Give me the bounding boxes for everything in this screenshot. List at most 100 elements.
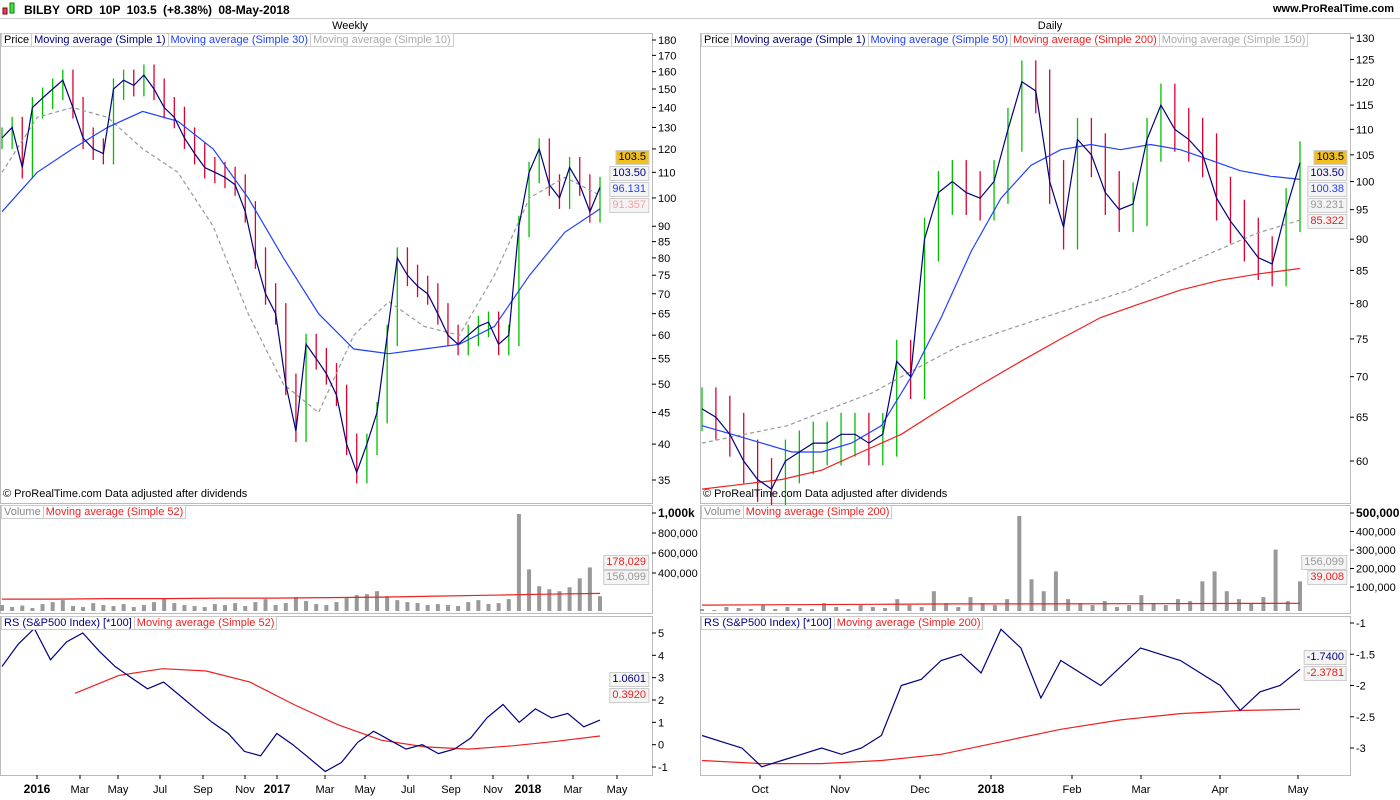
weekly-price-tick-label: 55	[658, 354, 670, 366]
daily-price-tick-label: 100	[1356, 177, 1374, 189]
daily-panel-frame-2	[700, 616, 1351, 776]
weekly-x-label: Jul	[153, 784, 167, 796]
daily-volume-bar	[1151, 603, 1156, 611]
weekly-x-label: May	[607, 784, 628, 796]
daily-legend-item[interactable]: Price	[701, 33, 733, 47]
weekly-rs-tick-label: 0	[658, 740, 664, 752]
weekly-price-tick-label: 80	[658, 253, 670, 265]
daily-volume-bar	[1102, 601, 1107, 611]
weekly-price-badge: 103.5	[615, 150, 649, 165]
daily-x-label: Apr	[1211, 784, 1228, 796]
weekly-vol-badge: 156,099	[603, 570, 649, 585]
weekly-price-badge: 91.357	[609, 198, 649, 213]
weekly-volume-bar	[141, 605, 146, 611]
daily-volume-bar	[992, 605, 997, 611]
daily-legend-item[interactable]: Moving average (Simple 1)	[731, 33, 869, 47]
weekly-volume-bar	[172, 603, 177, 611]
daily-rs-tick-label: -1	[1356, 618, 1366, 630]
daily-legend-item[interactable]: Moving average (Simple 50)	[867, 33, 1012, 47]
weekly-price-tick-label: 60	[658, 330, 670, 342]
site-link[interactable]: www.ProRealTime.com	[1272, 3, 1394, 15]
daily-title: Daily	[1037, 20, 1063, 32]
daily-price-tick-label: 70	[1356, 372, 1368, 384]
weekly-volume-bar	[375, 591, 380, 611]
daily-legend-item[interactable]: RS (S&P500 Index) [*100]	[701, 616, 835, 630]
weekly-volume-bar	[293, 597, 298, 611]
daily-volume-bar	[1236, 599, 1241, 611]
weekly-panel-frame-1	[0, 505, 653, 614]
date: 08-May-2018	[218, 3, 290, 17]
weekly-price-tick-label: 140	[658, 103, 676, 115]
daily-volume-bar	[834, 607, 839, 611]
weekly-volume-bar	[0, 605, 4, 611]
daily-price-tick-label: 110	[1356, 124, 1374, 136]
daily-legend-item[interactable]: Moving average (Simple 150)	[1158, 33, 1309, 47]
daily-price-tick-label: 95	[1356, 205, 1368, 217]
daily-legend-item[interactable]: Moving average (Simple 200)	[833, 616, 984, 630]
weekly-volume-bar	[385, 596, 390, 611]
daily-vol_legend-bar: Volume Moving average (Simple 200)	[701, 505, 893, 519]
last-price: 103.5 (+8.38%)	[126, 3, 212, 17]
weekly-legend-item[interactable]: Volume	[1, 505, 44, 519]
weekly-volume-bar	[486, 604, 491, 611]
daily-ma50-line	[701, 143, 1301, 453]
weekly-price-tick-label: 170	[658, 50, 676, 62]
daily-rs-badge: -1.7400	[1303, 650, 1347, 665]
weekly-price-badge: 96.131	[609, 182, 649, 197]
weekly-price-tick-label: 110	[658, 167, 676, 179]
weekly-legend-item[interactable]: Moving average (Simple 30)	[167, 33, 312, 47]
weekly-x-label: 2016	[24, 782, 51, 796]
weekly-volume-bar	[527, 569, 532, 611]
weekly-volume-bar	[222, 605, 227, 611]
weekly-rs_legend-bar: RS (S&P500 Index) [*100] Moving average (…	[1, 616, 278, 630]
daily-legend-item[interactable]: Moving average (Simple 200)	[1010, 33, 1160, 47]
daily-legend-item[interactable]: Volume	[701, 505, 744, 519]
weekly-rs-tick-label: 5	[658, 628, 664, 640]
weekly-legend-item[interactable]: Moving average (Simple 1)	[31, 33, 169, 47]
weekly-legend-item[interactable]: Price	[1, 33, 33, 47]
weekly-volume-bar	[131, 607, 136, 611]
daily-vol-badge: 156,099	[1301, 555, 1347, 570]
weekly-volume-bar	[344, 598, 349, 611]
daily-price-tick-label: 75	[1356, 334, 1368, 346]
weekly-x-label: May	[355, 784, 376, 796]
daily-vol-tick-label: 200,000	[1356, 564, 1396, 576]
weekly-legend-bar: Price Moving average (Simple 1) Moving ave…	[1, 33, 454, 47]
daily-volume-bar	[895, 599, 900, 611]
weekly-volume-bar	[567, 587, 572, 611]
weekly-volume-bar	[40, 604, 45, 611]
weekly-rs-badge: 0.3920	[609, 688, 649, 703]
daily-volume-bar	[1017, 515, 1022, 611]
daily-price-tick-label: 125	[1356, 54, 1374, 66]
daily-volume-bar	[1005, 599, 1010, 611]
weekly-legend-item[interactable]: Moving average (Simple 10)	[310, 33, 454, 47]
daily-x-label: Feb	[1063, 784, 1082, 796]
weekly-rs-badge: 1.0601	[609, 672, 649, 687]
daily-rs-tick-label: -2.5	[1356, 712, 1375, 724]
weekly-volume-bar	[233, 603, 238, 611]
weekly-price-tick-label: 180	[658, 35, 676, 47]
daily-price-line	[701, 80, 1301, 490]
weekly-price-tick-label: 150	[658, 84, 676, 96]
weekly-volume-bar	[598, 596, 602, 611]
weekly-vol-tick-label: 1,000k	[658, 506, 695, 520]
weekly-volume-bar	[50, 602, 55, 611]
weekly-ma30-line	[1, 110, 601, 355]
daily-price-badge: 103.5	[1313, 150, 1347, 165]
weekly-vol_legend-bar: Volume Moving average (Simple 52)	[1, 505, 187, 519]
weekly-rs-tick-label: 1	[658, 717, 664, 729]
weekly-price-line	[1, 74, 601, 475]
weekly-price-tick-label: 130	[658, 122, 676, 134]
weekly-volume-bar	[557, 591, 562, 611]
weekly-legend-item[interactable]: Moving average (Simple 52)	[133, 616, 278, 630]
weekly-price-tick-label: 75	[658, 270, 670, 282]
weekly-price-badge: 103.50	[609, 166, 649, 181]
daily-price-tick-label: 60	[1356, 456, 1368, 468]
weekly-legend-item[interactable]: RS (S&P500 Index) [*100]	[1, 616, 135, 630]
daily-legend-item[interactable]: Moving average (Simple 200)	[742, 505, 893, 519]
weekly-volume-bar	[456, 606, 461, 611]
daily-volume-bar	[712, 610, 717, 611]
weekly-volume-bar	[70, 606, 75, 611]
weekly-legend-item[interactable]: Moving average (Simple 52)	[42, 505, 187, 519]
